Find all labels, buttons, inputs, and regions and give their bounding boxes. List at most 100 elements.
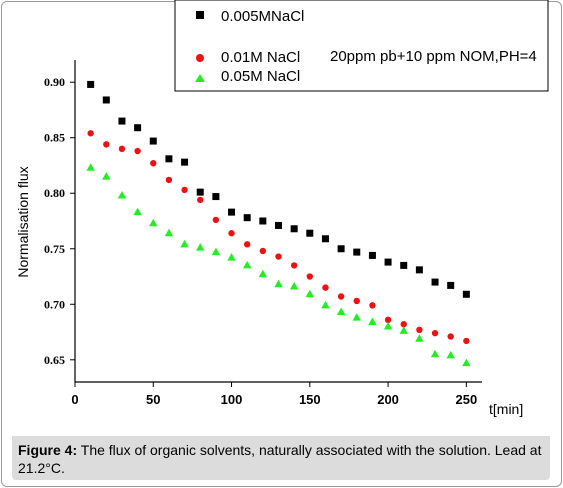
data-point-series-0 [447, 281, 455, 289]
data-point-series-1 [259, 247, 267, 255]
legend-marker-circle [196, 54, 204, 62]
data-point-series-0 [337, 245, 345, 253]
data-point-series-2 [446, 350, 455, 359]
data-point-series-0 [165, 155, 173, 163]
data-point-series-0 [181, 158, 189, 166]
data-point-series-1 [165, 176, 173, 184]
x-tick-label: 200 [377, 392, 399, 407]
data-point-series-0 [134, 124, 142, 132]
data-point-series-1 [87, 130, 94, 137]
data-point-series-1 [275, 253, 282, 260]
data-point-series-2 [399, 326, 408, 334]
y-tick-label: 0.75 [44, 242, 65, 256]
data-point-series-0 [415, 266, 423, 274]
data-point-series-2 [383, 321, 393, 330]
data-point-series-2 [258, 269, 268, 278]
data-point-series-0 [87, 80, 95, 88]
legend-marker-square [196, 11, 204, 19]
data-point-series-1 [103, 141, 110, 148]
data-point-series-0 [102, 96, 110, 104]
data-point-series-0 [306, 229, 314, 237]
data-point-series-2 [180, 239, 189, 248]
data-point-series-0 [259, 217, 267, 225]
data-point-series-2 [274, 279, 283, 288]
data-point-series-2 [352, 313, 361, 321]
y-axis-label: Normalisation flux [15, 166, 31, 277]
data-point-series-2 [305, 289, 315, 298]
data-point-series-1 [369, 302, 376, 309]
legend: 0.005MNaCl 0.01M NaCl 0.05M NaCl 20ppm p… [174, 0, 549, 92]
data-point-series-2 [211, 247, 221, 256]
data-point-series-2 [462, 358, 471, 367]
data-point-series-0 [384, 258, 392, 266]
chart-annotation: 20ppm pb+10 ppm NOM,PH=4 [330, 48, 537, 65]
data-point-series-2 [227, 253, 236, 261]
data-point-series-1 [463, 337, 470, 345]
data-point-series-0 [275, 221, 282, 229]
data-point-series-2 [102, 172, 111, 180]
data-point-series-2 [430, 349, 440, 358]
data-point-series-0 [353, 248, 361, 256]
caption-label: Figure 4: [18, 442, 78, 458]
data-point-series-2 [321, 300, 330, 309]
data-point-series-1 [322, 284, 329, 291]
data-point-series-1 [243, 241, 251, 248]
data-point-series-0 [243, 214, 251, 222]
legend-label-0: 0.005MNaCl [221, 8, 304, 25]
data-point-series-2 [196, 243, 205, 251]
legend-box [174, 0, 549, 92]
data-point-series-2 [242, 260, 252, 269]
caption-text: The flux of organic solvents, naturally … [18, 442, 542, 476]
data-point-series-0 [431, 278, 439, 286]
y-tick-label: 0.65 [44, 353, 65, 367]
data-point-series-0 [149, 137, 157, 145]
data-point-series-1 [416, 326, 423, 334]
data-point-series-2 [149, 218, 158, 227]
data-point-series-0 [196, 188, 204, 196]
data-point-series-2 [368, 317, 377, 326]
data-point-series-2 [133, 207, 142, 216]
axis-ticks: 0 50 100 150 200 250 0.90 0.85 0.80 0.75 0.70 0.65 [44, 75, 477, 407]
data-point-series-2 [415, 334, 424, 342]
data-point-series-2 [86, 163, 95, 171]
x-tick-label: 0 [71, 392, 78, 407]
data-point-series-0 [462, 290, 470, 298]
y-tick-label: 0.80 [44, 186, 65, 200]
data-point-series-1 [134, 147, 141, 155]
legend-label-2: 0.05M NaCl [221, 68, 300, 85]
data-point-series-1 [290, 262, 298, 269]
y-tick-label: 0.85 [44, 131, 65, 145]
x-tick-label: 150 [299, 392, 321, 407]
data-point-series-1 [181, 186, 188, 194]
figure-caption: Figure 4: The flux of organic solvents, … [12, 436, 550, 480]
x-tick-label: 250 [455, 392, 477, 407]
data-point-series-0 [368, 251, 376, 259]
data-points [86, 80, 471, 367]
legend-label-1: 0.01M NaCl [221, 49, 300, 66]
x-tick-label: 50 [146, 392, 160, 407]
data-point-series-0 [400, 261, 408, 269]
data-point-series-1 [118, 145, 126, 153]
data-point-series-1 [431, 329, 439, 337]
x-axis-label: t[min] [489, 401, 523, 417]
data-point-series-1 [447, 333, 454, 340]
data-point-series-0 [212, 193, 220, 201]
x-tick-label: 100 [221, 392, 243, 407]
y-tick-label: 0.90 [44, 75, 65, 89]
data-point-series-1 [212, 216, 220, 224]
data-point-series-0 [321, 235, 329, 243]
data-point-series-1 [306, 273, 314, 280]
data-point-series-1 [353, 297, 360, 305]
data-point-series-2 [164, 228, 174, 237]
data-point-series-2 [117, 190, 127, 199]
data-point-series-2 [289, 282, 299, 290]
data-point-series-1 [150, 160, 157, 167]
data-point-series-1 [337, 293, 345, 300]
data-point-series-2 [336, 307, 346, 316]
data-point-series-0 [118, 117, 126, 125]
data-point-series-0 [290, 225, 298, 233]
data-point-series-1 [384, 316, 392, 324]
data-point-series-1 [400, 321, 407, 328]
data-point-series-1 [228, 230, 235, 237]
